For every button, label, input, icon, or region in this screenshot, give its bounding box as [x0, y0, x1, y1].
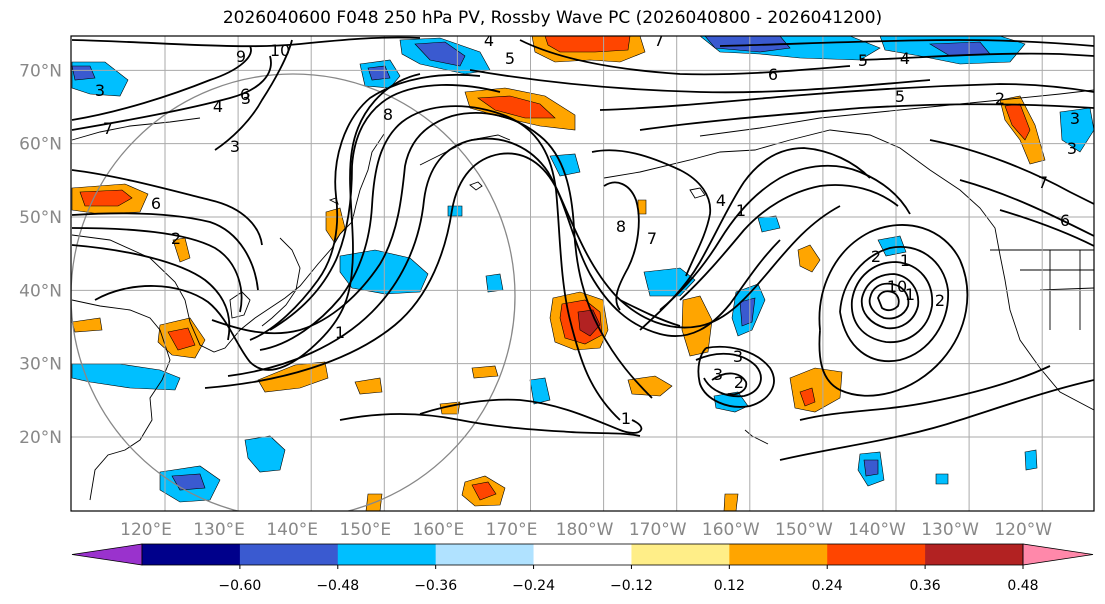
- colorbar-tick-label: 0.36: [910, 578, 941, 594]
- contour-label: 5: [505, 49, 515, 68]
- lon-label: 170°W: [629, 520, 687, 540]
- colorbar-tick-label: −0.60: [218, 578, 261, 594]
- contour-label: 6: [1060, 211, 1070, 230]
- colorbar: −0.60 −0.48 −0.36 −0.24 −0.12 0.12 0.24 0.36 0.4…: [71, 543, 1094, 594]
- lon-label: 150°W: [775, 520, 833, 540]
- contour-label: 1: [905, 285, 915, 304]
- lon-label: 170°E: [486, 520, 538, 540]
- lat-label: 70°N: [19, 61, 62, 81]
- colorbar-tick-label: 0.24: [812, 578, 843, 594]
- map-title: 2026040600 F048 250 hPa PV, Rossby Wave …: [222, 8, 883, 28]
- colorbar-segment: [435, 544, 535, 565]
- lat-label: 30°N: [19, 355, 62, 375]
- map-frame: [70, 35, 1095, 512]
- lon-label: 130°E: [193, 520, 245, 540]
- contour-label: 2: [935, 291, 945, 310]
- contour-label: 1: [736, 201, 746, 220]
- contour-label: 5: [858, 51, 868, 70]
- highlight-circle: [71, 73, 516, 511]
- contour-label: 5: [895, 87, 905, 106]
- contour-label: 10: [270, 41, 290, 60]
- contour-label: 3: [1070, 109, 1080, 128]
- colorbar-segment: [142, 544, 241, 565]
- contour-label: 2: [995, 89, 1005, 108]
- contour-label: 1: [621, 409, 631, 428]
- lat-label: 50°N: [19, 208, 62, 228]
- colorbar-tick-label: −0.12: [610, 578, 653, 594]
- colorbar-tick-label: −0.36: [414, 578, 457, 594]
- colorbar-segment: [925, 544, 1024, 565]
- contour-label: 3: [733, 347, 743, 366]
- latitude-labels: 70°N 60°N 50°N 40°N 30°N 20°N: [19, 61, 62, 448]
- colorbar-tick-label: 0.48: [1007, 578, 1038, 594]
- contour-label: 3: [713, 365, 723, 384]
- contour-label: 9: [236, 47, 246, 66]
- lon-label: 180°W: [556, 520, 614, 540]
- lon-label: 120°W: [994, 520, 1052, 540]
- lon-label: 150°E: [339, 520, 391, 540]
- contour-label: 8: [616, 217, 626, 236]
- contour-label: 4: [716, 191, 726, 210]
- colorbar-tick-label: −0.24: [512, 578, 555, 594]
- lat-label: 60°N: [19, 135, 62, 155]
- colorbar-extend-low: [71, 543, 143, 566]
- colorbar-segment: [533, 544, 632, 565]
- colorbar-segment: [239, 544, 339, 565]
- contour-label: 3: [230, 137, 240, 156]
- colorbar-segment: [631, 544, 730, 565]
- contour-label: 7: [103, 119, 113, 138]
- colorbar-tick-label: 0.12: [714, 578, 745, 594]
- lon-label: 130°W: [921, 520, 979, 540]
- contour-label: 8: [383, 105, 393, 124]
- lat-label: 20°N: [19, 428, 62, 448]
- contour-label: 2: [734, 373, 744, 392]
- contour-label: 3: [1067, 139, 1077, 158]
- contour-label: 3: [95, 81, 105, 100]
- contour-label: 4: [484, 31, 494, 50]
- contour-label: 4: [213, 97, 223, 116]
- lon-label: 120°E: [120, 520, 172, 540]
- lon-label: 140°W: [848, 520, 906, 540]
- contour-label: 10: [887, 277, 907, 296]
- contour-label: 1: [900, 251, 910, 270]
- contour-label: 7: [647, 229, 657, 248]
- contour-label: 7: [1038, 173, 1048, 192]
- colorbar-frame: [141, 543, 1024, 566]
- contour-label: 6: [768, 65, 778, 84]
- contour-label: 6: [151, 194, 161, 213]
- pv-contours: [71, 36, 1094, 461]
- contour-label: 4: [900, 49, 910, 68]
- lon-label: 160°W: [702, 520, 760, 540]
- lat-label: 40°N: [19, 281, 62, 301]
- contour-label: 2: [171, 229, 181, 248]
- coastlines: [71, 89, 1094, 501]
- colorbar-tick-label: −0.48: [316, 578, 359, 594]
- colorbar-segment: [337, 544, 437, 565]
- contour-label: 2: [871, 247, 881, 266]
- contour-label: 1: [335, 323, 345, 342]
- lon-label: 160°E: [413, 520, 465, 540]
- colorbar-segment: [827, 544, 926, 565]
- contour-label: 3: [241, 89, 251, 108]
- contour-label: 6: [240, 85, 250, 104]
- colorbar-extend-high: [1022, 543, 1094, 566]
- lon-label: 140°E: [266, 520, 318, 540]
- contour-label: 7: [654, 31, 664, 50]
- longitude-labels: 120°E 130°E 140°E 150°E 160°E 170°E 180°W 170°W…: [120, 520, 1052, 540]
- colorbar-segment: [729, 544, 828, 565]
